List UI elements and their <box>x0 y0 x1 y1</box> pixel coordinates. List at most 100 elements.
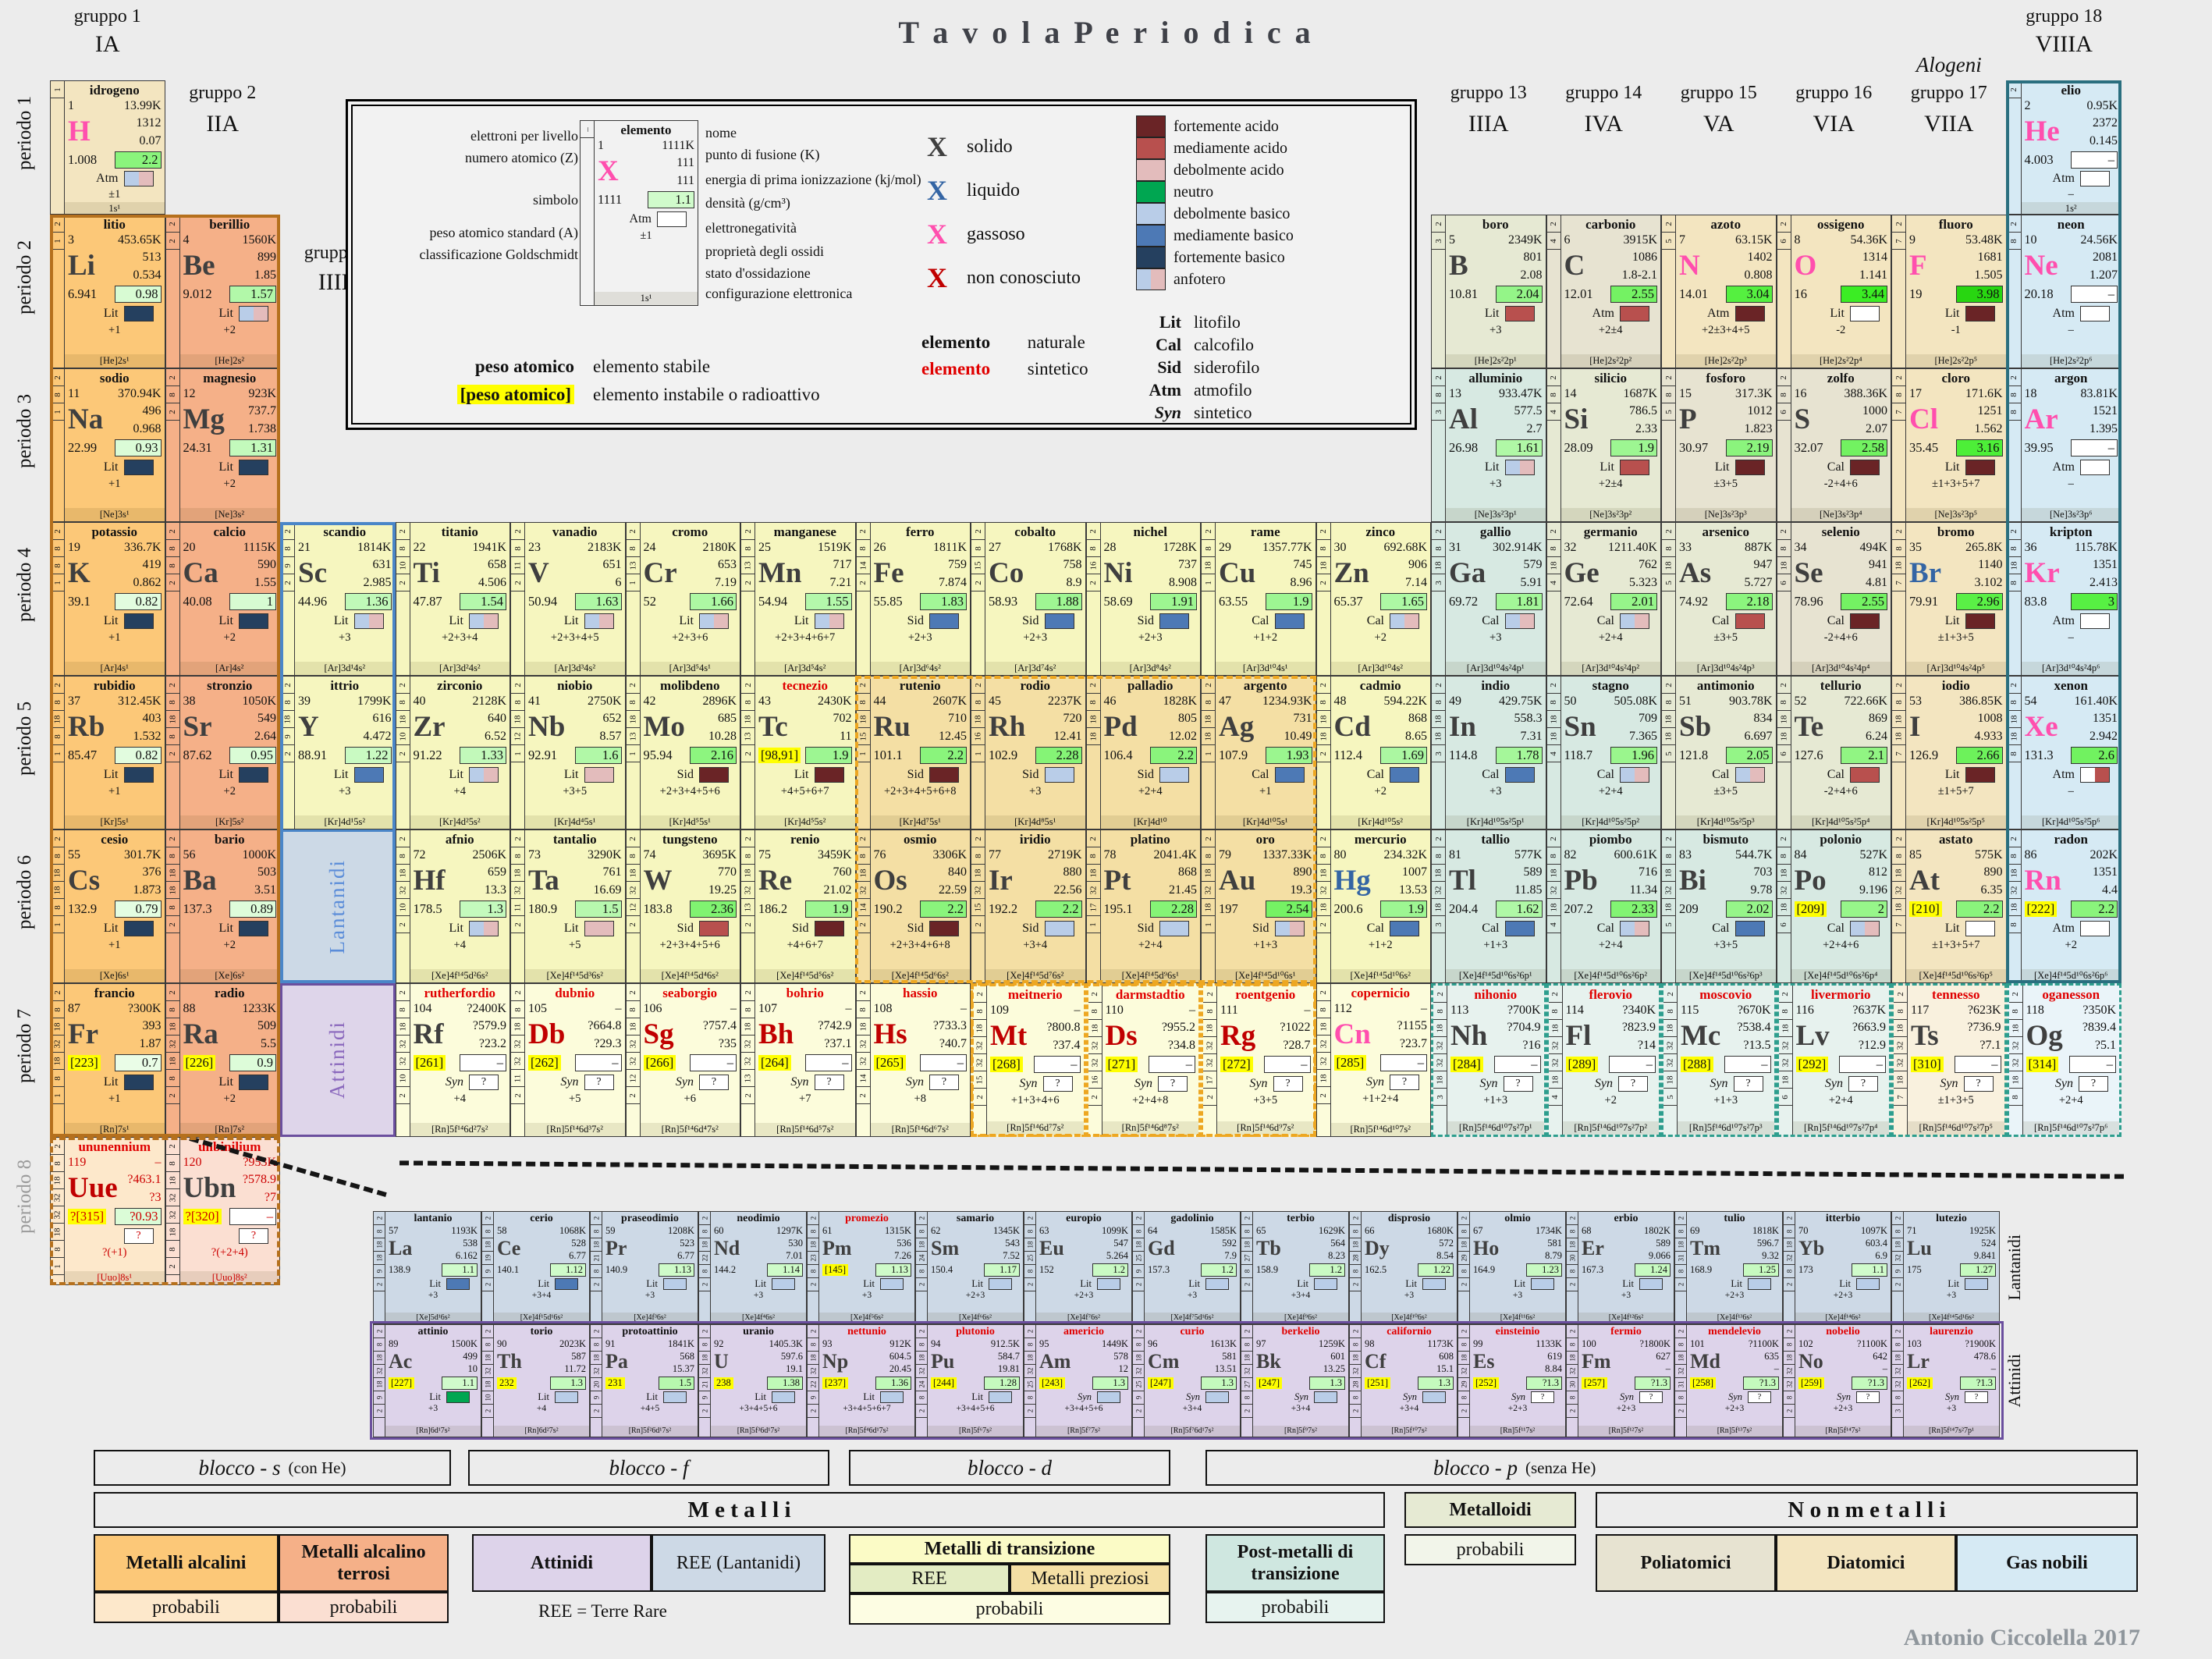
block-p-label: blocco - p (senza He) <box>1205 1450 2138 1486</box>
electron-shell-strip: 2 8 18 32 18 2 <box>1316 830 1331 982</box>
electron-shell-strip: 2 8 18 12 1 <box>511 677 525 829</box>
atomic-weight: 197 <box>1219 901 1238 916</box>
goldschmidt-class: Syn <box>1940 1077 1958 1090</box>
goldschmidt-class: Cal <box>1827 460 1845 474</box>
legend-right-label: proprietà degli ossidi <box>705 243 824 259</box>
electron-shell-strip: 2 8 18 18 8 2 <box>165 830 180 982</box>
electronegativity-box: 1.63 <box>574 593 622 610</box>
element-name: litio <box>103 217 126 232</box>
element-cell-Cf: 2 8 18 32 28 8 2 californio 98 1173K Cf 608 15.1 [251… <box>1349 1324 1458 1437</box>
atomic-weight: 107.9 <box>1219 748 1248 762</box>
element-name: unbinilium <box>198 1139 261 1154</box>
element-cell-Er: 2 8 18 30 8 2 erbio 68 1802K Er 589 9.066 167.3 1.24 L… <box>1566 1211 1674 1324</box>
element-name: titanio <box>441 524 478 539</box>
element-cell-Al: 2 8 3 alluminio 13 933.47K Al 577.5 2.7 26.98 1.61… <box>1431 368 1546 522</box>
oxide-property-box <box>123 460 154 475</box>
electronegativity-box: 1.2 <box>1201 1263 1237 1277</box>
legend-natural-synthetic: elemento naturale elemento sintetico <box>921 329 1088 382</box>
goldschmidt-class: Lit <box>218 307 233 320</box>
element-symbol: Nd <box>714 1237 740 1259</box>
group-label: IIA <box>206 111 240 137</box>
legend-left-label: simbolo <box>532 192 578 208</box>
atomic-weight: 50.94 <box>528 594 558 609</box>
oxide-property-box <box>1620 460 1649 475</box>
atomic-weight: 167.3 <box>1582 1264 1604 1275</box>
electronegativity-box: 1.31 <box>229 439 276 456</box>
element-name: astato <box>1939 832 1973 847</box>
goldschmidt-class: Lit <box>646 1277 658 1289</box>
electronegativity-box: 1.65 <box>1380 593 1427 610</box>
element-symbol: Th <box>497 1350 522 1373</box>
atomic-weight: [257] <box>1582 1377 1608 1389</box>
oxide-property-box: ? <box>1158 1076 1188 1092</box>
electron-shell-strip: 2 8 18 18 8 <box>2007 677 2022 829</box>
element-symbol: Lu <box>1907 1237 1932 1259</box>
element-symbol: In <box>1449 711 1476 743</box>
element-name: polonio <box>1820 832 1862 847</box>
legend-weight-row: peso atomico elemento stabile <box>474 357 711 376</box>
electronegativity-box: ?1.3 <box>1960 1377 1996 1390</box>
element-symbol: Xe <box>2024 711 2058 743</box>
electronegativity-box: 1.1 <box>1852 1263 1887 1277</box>
goldschmidt-class: Sid <box>1022 922 1039 935</box>
oxide-property-box <box>1734 921 1765 936</box>
atomic-weight: [262] <box>1907 1377 1933 1389</box>
oxide-property-box <box>353 613 384 629</box>
goldschmidt-class: Atm <box>2052 922 2075 935</box>
goldschmidt-class: Lit <box>1944 768 1960 781</box>
electronegativity-box: 2.19 <box>1725 439 1773 456</box>
element-name: samario <box>956 1213 995 1224</box>
cat-transizione-probabili: probabili <box>849 1593 1170 1625</box>
legend-right-label: punto di fusione (K) <box>705 147 820 162</box>
electronegativity-box: 0.82 <box>114 747 162 764</box>
element-cell-No: 2 8 18 32 32 8 2 nobelio 102 ?1100K No 642– [259] ?1.… <box>1783 1324 1891 1437</box>
electronegativity-box: 1.28 <box>984 1377 1020 1390</box>
electronegativity-box: 2.2 <box>1955 901 2003 918</box>
atomic-weight: 83.8 <box>2024 594 2047 609</box>
element-cell-Cn: 2 8 18 32 32 18 2 copernicio 112– Cn ?1155 ?23.7 [28… <box>1315 983 1431 1137</box>
electron-shell-strip: 2 8 18 19 9 2 <box>482 1212 494 1323</box>
atomic-weight: [226] <box>183 1055 216 1071</box>
element-name: uranio <box>743 1326 774 1338</box>
legend-goldschmidt: Lit litofilo Cal calcofilo Sid siderofilo Atm a… <box>1136 311 1259 424</box>
element-symbol: Fl <box>1565 1020 1592 1052</box>
electron-shell-strip: 2 8 18 10 2 <box>396 677 410 829</box>
element-cell-O: 2 6 ossigeno 8 54.36K O 1314 1.141 16 3.44 Lit -2 [H… <box>1776 215 1891 368</box>
goldschmidt-class: Lit <box>449 768 463 781</box>
element-name: promezio <box>845 1213 889 1224</box>
actinide-placeholder: Attinidi <box>280 983 396 1137</box>
oxide-property-box <box>1965 1277 1988 1290</box>
electron-shell-strip: 2 8 18 32 18 1 <box>1202 830 1216 982</box>
atomic-weight: [244] <box>931 1377 957 1389</box>
goldschmidt-class: Sid <box>1137 922 1154 935</box>
electronegativity-box: 3 <box>2071 593 2118 610</box>
goldschmidt-class: Syn <box>1511 1391 1525 1402</box>
element-symbol: Sc <box>298 557 327 589</box>
goldschmidt-class: Atm <box>2052 614 2075 627</box>
electronegativity-box: 2.54 <box>1265 901 1312 918</box>
atomic-weight: 175 <box>1907 1264 1922 1275</box>
legend-oxide-row: debolmente basico <box>1136 203 1294 225</box>
element-cell-Sr: 2 8 18 8 2 stronzio 38 1050K Sr 549 2.64 87.62 0.95 L… <box>165 676 280 830</box>
atomic-weight: [289] <box>1565 1057 1599 1072</box>
element-name: nobelio <box>1826 1326 1860 1338</box>
element-symbol: Al <box>1449 403 1478 435</box>
oxide-property-box <box>1965 921 1995 936</box>
goldschmidt-class: Syn <box>1594 1077 1613 1090</box>
electronegativity-box: – <box>229 1208 276 1225</box>
group-label: gruppo 18 <box>2026 6 2103 27</box>
element-name: nettunio <box>847 1326 886 1338</box>
element-cell-Uue: 2 8 18 32 32 18 8 1 ununennium 119– Uue ?463.1 ?3 ?[3… <box>50 1137 165 1285</box>
atomic-weight: 137.3 <box>183 901 212 916</box>
goldschmidt-class: Lit <box>218 1075 233 1089</box>
electron-shell-strip: 2 8 18 32 20 9 2 <box>591 1325 602 1437</box>
atomic-weight: 173 <box>1798 1264 1813 1275</box>
electronegativity-box: ?1.3 <box>1852 1377 1887 1390</box>
element-cell-Co: 2 8 15 2 cobalto 27 1768K Co 758 8.9 58.93 1.88 Sid +… <box>971 522 1086 676</box>
oxide-property-box <box>239 306 268 321</box>
element-cell-Po: 2 8 18 32 18 6 polonio 84 527K Po 812 9.196 [209] 2 Ca… <box>1776 830 1891 983</box>
atomic-weight: 22.99 <box>68 440 98 455</box>
element-name: manganese <box>773 524 836 539</box>
